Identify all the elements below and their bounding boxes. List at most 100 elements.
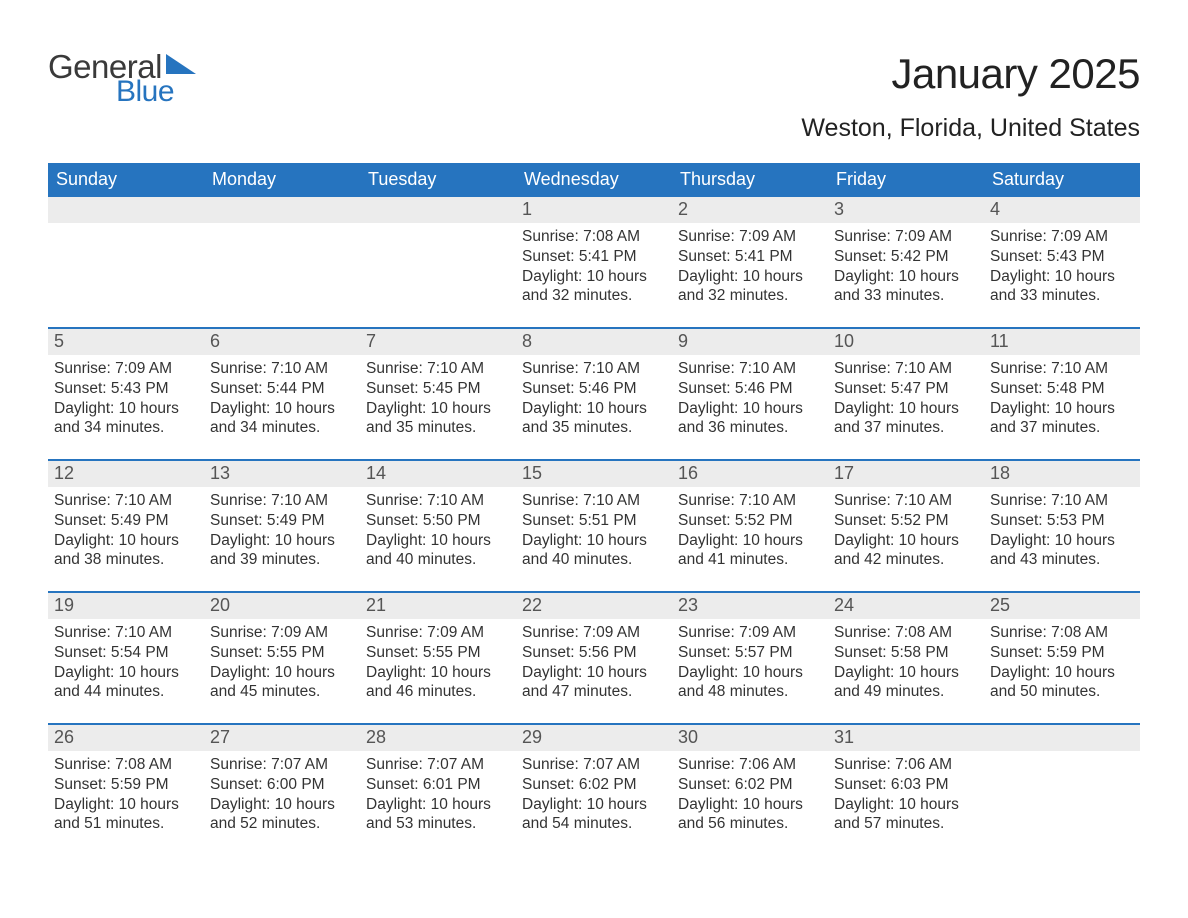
day-cell: 28Sunrise: 7:07 AMSunset: 6:01 PMDayligh… [360, 725, 516, 843]
sunset-line: Sunset: 5:58 PM [834, 643, 978, 663]
day-cell: 30Sunrise: 7:06 AMSunset: 6:02 PMDayligh… [672, 725, 828, 843]
day-cell: 23Sunrise: 7:09 AMSunset: 5:57 PMDayligh… [672, 593, 828, 711]
day-cell: 8Sunrise: 7:10 AMSunset: 5:46 PMDaylight… [516, 329, 672, 447]
daylight-line: Daylight: 10 hours and 37 minutes. [990, 399, 1134, 439]
daylight-line: Daylight: 10 hours and 32 minutes. [522, 267, 666, 307]
daylight-line: Daylight: 10 hours and 52 minutes. [210, 795, 354, 835]
sunset-line: Sunset: 5:57 PM [678, 643, 822, 663]
day-cell: 27Sunrise: 7:07 AMSunset: 6:00 PMDayligh… [204, 725, 360, 843]
day-number [984, 725, 1140, 751]
day-cell [48, 197, 204, 315]
day-body: Sunrise: 7:08 AMSunset: 5:59 PMDaylight:… [984, 619, 1140, 708]
day-body: Sunrise: 7:06 AMSunset: 6:02 PMDaylight:… [672, 751, 828, 840]
day-number: 20 [204, 593, 360, 619]
daylight-line: Daylight: 10 hours and 53 minutes. [366, 795, 510, 835]
day-body: Sunrise: 7:09 AMSunset: 5:55 PMDaylight:… [360, 619, 516, 708]
day-body: Sunrise: 7:10 AMSunset: 5:48 PMDaylight:… [984, 355, 1140, 444]
day-number: 18 [984, 461, 1140, 487]
day-body: Sunrise: 7:10 AMSunset: 5:52 PMDaylight:… [828, 487, 984, 576]
day-number: 27 [204, 725, 360, 751]
day-body: Sunrise: 7:09 AMSunset: 5:43 PMDaylight:… [984, 223, 1140, 312]
sunrise-line: Sunrise: 7:09 AM [678, 623, 822, 643]
day-cell: 25Sunrise: 7:08 AMSunset: 5:59 PMDayligh… [984, 593, 1140, 711]
day-body: Sunrise: 7:09 AMSunset: 5:56 PMDaylight:… [516, 619, 672, 708]
day-cell [204, 197, 360, 315]
day-body: Sunrise: 7:08 AMSunset: 5:58 PMDaylight:… [828, 619, 984, 708]
sunset-line: Sunset: 5:49 PM [210, 511, 354, 531]
sunrise-line: Sunrise: 7:10 AM [990, 359, 1134, 379]
daylight-line: Daylight: 10 hours and 38 minutes. [54, 531, 198, 571]
sunrise-line: Sunrise: 7:06 AM [834, 755, 978, 775]
day-number: 28 [360, 725, 516, 751]
daylight-line: Daylight: 10 hours and 35 minutes. [366, 399, 510, 439]
daylight-line: Daylight: 10 hours and 35 minutes. [522, 399, 666, 439]
day-number: 22 [516, 593, 672, 619]
day-number: 31 [828, 725, 984, 751]
sunrise-line: Sunrise: 7:09 AM [678, 227, 822, 247]
sunset-line: Sunset: 5:48 PM [990, 379, 1134, 399]
day-number: 9 [672, 329, 828, 355]
day-number: 12 [48, 461, 204, 487]
day-cell: 18Sunrise: 7:10 AMSunset: 5:53 PMDayligh… [984, 461, 1140, 579]
day-number: 16 [672, 461, 828, 487]
sunset-line: Sunset: 5:56 PM [522, 643, 666, 663]
sunrise-line: Sunrise: 7:10 AM [834, 491, 978, 511]
daylight-line: Daylight: 10 hours and 45 minutes. [210, 663, 354, 703]
weekday-header-row: SundayMondayTuesdayWednesdayThursdayFrid… [48, 163, 1140, 197]
day-number: 5 [48, 329, 204, 355]
weekday-cell: Friday [828, 163, 984, 197]
sunset-line: Sunset: 5:41 PM [678, 247, 822, 267]
daylight-line: Daylight: 10 hours and 32 minutes. [678, 267, 822, 307]
day-body: Sunrise: 7:07 AMSunset: 6:00 PMDaylight:… [204, 751, 360, 840]
sunset-line: Sunset: 5:50 PM [366, 511, 510, 531]
sunrise-line: Sunrise: 7:10 AM [210, 359, 354, 379]
day-cell: 24Sunrise: 7:08 AMSunset: 5:58 PMDayligh… [828, 593, 984, 711]
week-row: 26Sunrise: 7:08 AMSunset: 5:59 PMDayligh… [48, 723, 1140, 843]
day-body: Sunrise: 7:06 AMSunset: 6:03 PMDaylight:… [828, 751, 984, 840]
day-body: Sunrise: 7:10 AMSunset: 5:49 PMDaylight:… [204, 487, 360, 576]
daylight-line: Daylight: 10 hours and 56 minutes. [678, 795, 822, 835]
weekday-cell: Sunday [48, 163, 204, 197]
daylight-line: Daylight: 10 hours and 39 minutes. [210, 531, 354, 571]
sunset-line: Sunset: 6:00 PM [210, 775, 354, 795]
day-cell: 9Sunrise: 7:10 AMSunset: 5:46 PMDaylight… [672, 329, 828, 447]
daylight-line: Daylight: 10 hours and 41 minutes. [678, 531, 822, 571]
weekday-cell: Monday [204, 163, 360, 197]
daylight-line: Daylight: 10 hours and 47 minutes. [522, 663, 666, 703]
daylight-line: Daylight: 10 hours and 33 minutes. [834, 267, 978, 307]
day-cell: 21Sunrise: 7:09 AMSunset: 5:55 PMDayligh… [360, 593, 516, 711]
sunrise-line: Sunrise: 7:09 AM [210, 623, 354, 643]
day-number: 19 [48, 593, 204, 619]
sunset-line: Sunset: 5:59 PM [990, 643, 1134, 663]
day-cell: 5Sunrise: 7:09 AMSunset: 5:43 PMDaylight… [48, 329, 204, 447]
daylight-line: Daylight: 10 hours and 46 minutes. [366, 663, 510, 703]
weekday-cell: Saturday [984, 163, 1140, 197]
daylight-line: Daylight: 10 hours and 43 minutes. [990, 531, 1134, 571]
day-cell: 17Sunrise: 7:10 AMSunset: 5:52 PMDayligh… [828, 461, 984, 579]
daylight-line: Daylight: 10 hours and 34 minutes. [210, 399, 354, 439]
day-body: Sunrise: 7:10 AMSunset: 5:44 PMDaylight:… [204, 355, 360, 444]
sunrise-line: Sunrise: 7:09 AM [366, 623, 510, 643]
day-number: 1 [516, 197, 672, 223]
sunset-line: Sunset: 5:44 PM [210, 379, 354, 399]
daylight-line: Daylight: 10 hours and 34 minutes. [54, 399, 198, 439]
day-cell: 15Sunrise: 7:10 AMSunset: 5:51 PMDayligh… [516, 461, 672, 579]
sunset-line: Sunset: 5:43 PM [990, 247, 1134, 267]
sunset-line: Sunset: 5:47 PM [834, 379, 978, 399]
daylight-line: Daylight: 10 hours and 54 minutes. [522, 795, 666, 835]
day-number [204, 197, 360, 223]
day-number: 25 [984, 593, 1140, 619]
daylight-line: Daylight: 10 hours and 57 minutes. [834, 795, 978, 835]
daylight-line: Daylight: 10 hours and 44 minutes. [54, 663, 198, 703]
sunrise-line: Sunrise: 7:10 AM [834, 359, 978, 379]
day-number: 3 [828, 197, 984, 223]
day-number: 17 [828, 461, 984, 487]
day-number [48, 197, 204, 223]
day-cell: 31Sunrise: 7:06 AMSunset: 6:03 PMDayligh… [828, 725, 984, 843]
sunset-line: Sunset: 5:51 PM [522, 511, 666, 531]
logo-triangle-icon [166, 54, 196, 74]
daylight-line: Daylight: 10 hours and 42 minutes. [834, 531, 978, 571]
day-body: Sunrise: 7:09 AMSunset: 5:41 PMDaylight:… [672, 223, 828, 312]
sunrise-line: Sunrise: 7:09 AM [834, 227, 978, 247]
daylight-line: Daylight: 10 hours and 40 minutes. [366, 531, 510, 571]
